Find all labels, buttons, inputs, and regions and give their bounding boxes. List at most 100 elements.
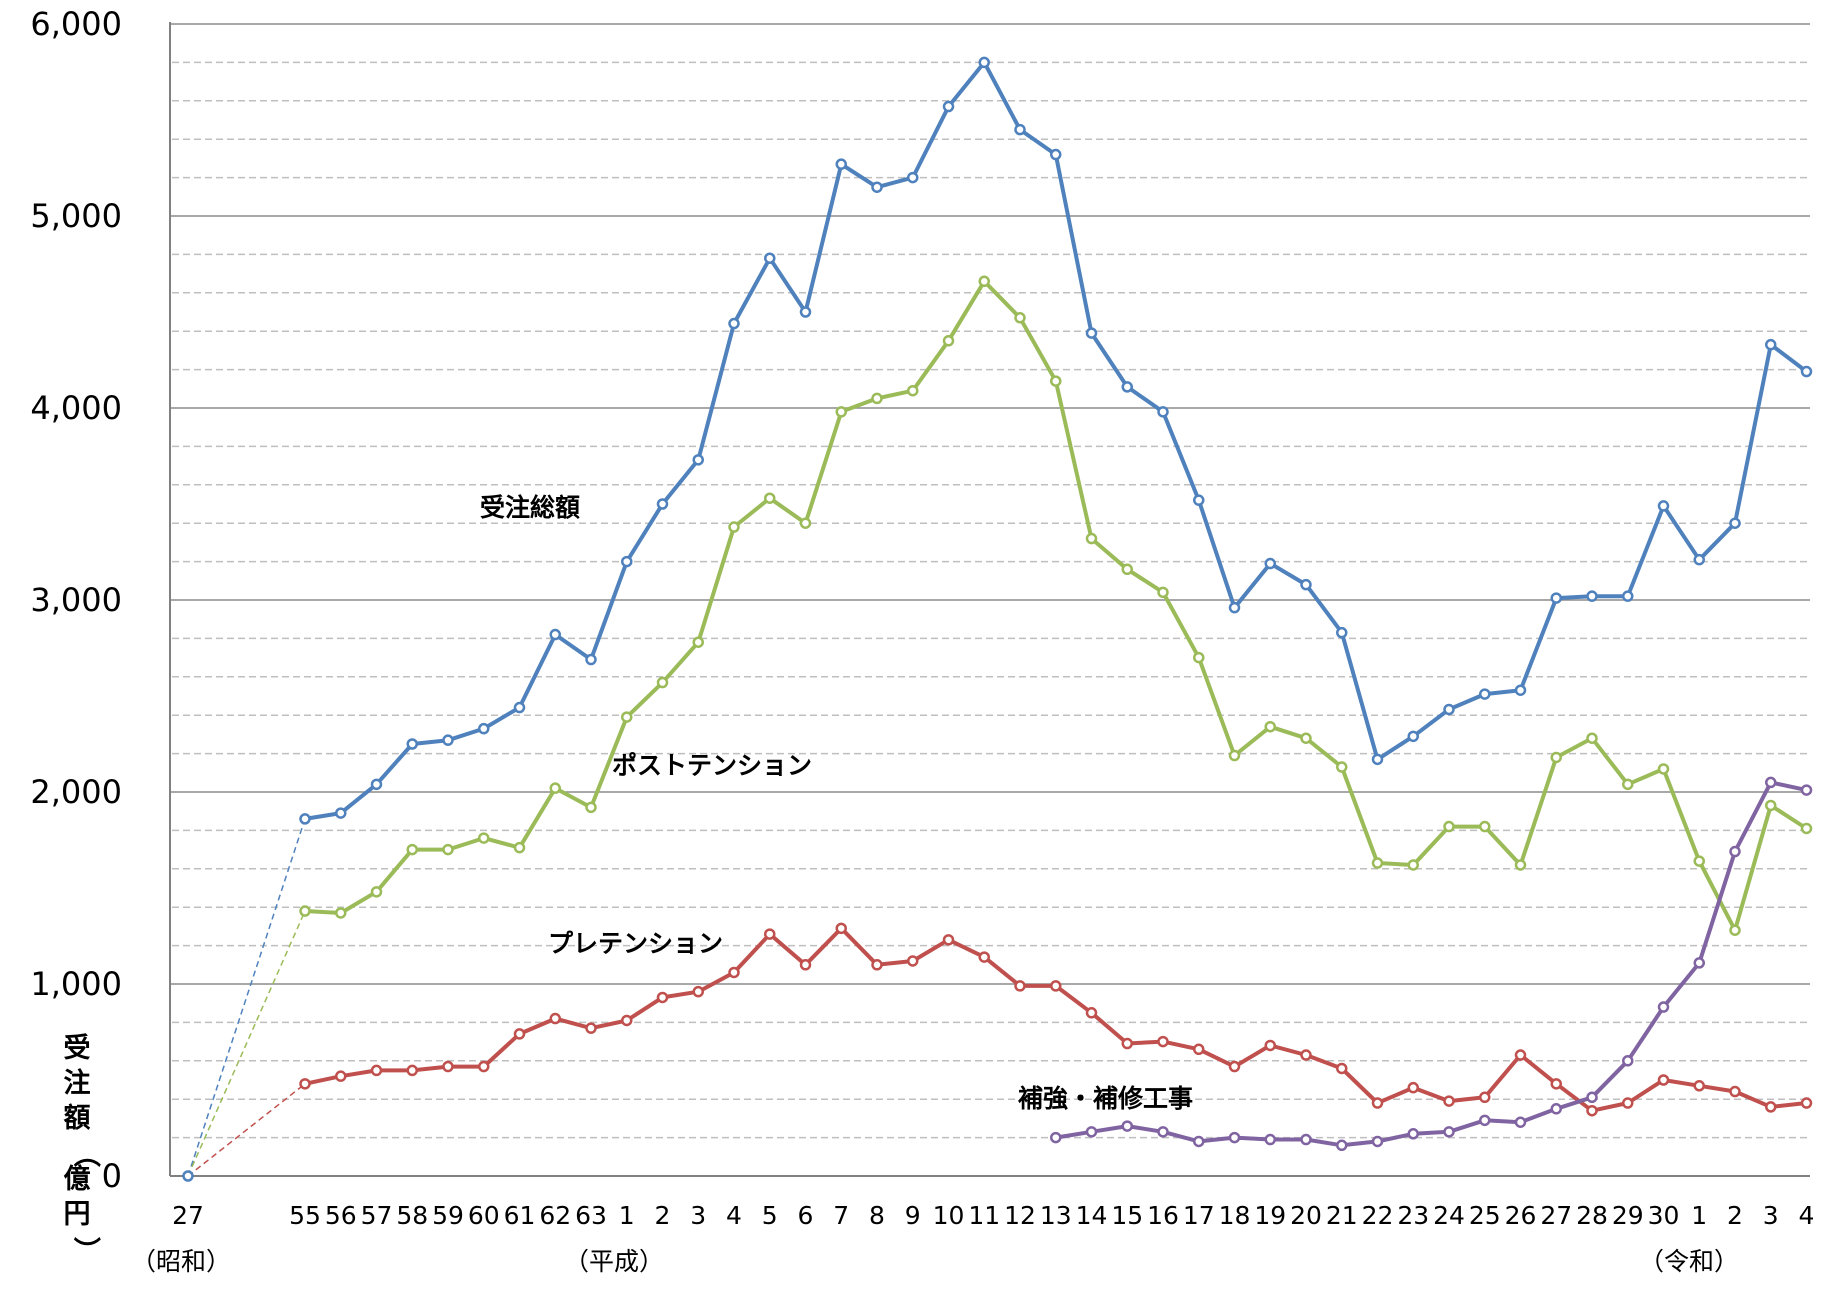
- data-point: [406, 843, 418, 856]
- data-point: [1514, 1049, 1527, 1061]
- data-point: [1800, 822, 1813, 835]
- data-point: [1085, 1007, 1098, 1019]
- era-label: （昭和）: [131, 1247, 231, 1276]
- x-tick-label: 4: [726, 1201, 742, 1230]
- x-tick-labels: 27 55 56 57 58 59 60 61 62 63 1 2 3 4 5 6 7 8 9 10 11 12 13 14 1…: [172, 1201, 1814, 1230]
- x-tick-label: 16: [1147, 1201, 1179, 1230]
- x-tick-label: 22: [1362, 1201, 1394, 1230]
- data-point: [442, 843, 454, 856]
- data-point: [978, 951, 990, 963]
- data-point: [1622, 778, 1634, 791]
- data-point: [478, 1060, 490, 1073]
- data-point: [299, 1078, 311, 1090]
- x-tick-label: 23: [1397, 1201, 1429, 1230]
- data-point: [1228, 601, 1241, 614]
- x-tick-label: 6: [798, 1201, 814, 1230]
- data-point: [1586, 1091, 1598, 1104]
- data-point: [335, 907, 347, 919]
- data-point: [871, 959, 883, 971]
- data-point: [1157, 586, 1169, 599]
- data-point: [1514, 1116, 1527, 1128]
- data-point: [871, 392, 883, 405]
- x-tick-label: 25: [1469, 1201, 1501, 1230]
- data-point: [513, 1028, 526, 1040]
- data-point: [1729, 517, 1741, 529]
- data-point: [513, 701, 526, 714]
- data-point: [1800, 365, 1813, 378]
- series-lines: [182, 56, 1813, 1182]
- data-point: [1657, 1074, 1670, 1086]
- data-point: [764, 928, 776, 940]
- x-tick-label: 58: [396, 1201, 428, 1230]
- x-tick-label: 57: [361, 1201, 393, 1230]
- x-tick-label: 59: [432, 1201, 464, 1230]
- series-label: ポストテンション: [612, 751, 812, 780]
- x-tick-label: 26: [1505, 1201, 1537, 1230]
- data-point: [585, 801, 597, 814]
- data-point: [1050, 980, 1062, 992]
- series-label: 補強・補修工事: [1017, 1084, 1193, 1113]
- data-point: [728, 966, 740, 979]
- data-point: [1800, 1097, 1813, 1109]
- data-point: [1407, 1081, 1419, 1094]
- data-point: [1371, 857, 1384, 869]
- y-tick-label: 2,000: [30, 773, 122, 811]
- data-point: [835, 406, 847, 418]
- dashed-connector: [187, 910, 306, 1177]
- data-point: [1550, 1078, 1562, 1090]
- data-point: [585, 653, 597, 666]
- data-point: [1264, 557, 1276, 570]
- x-tick-label: 3: [1763, 1201, 1779, 1230]
- data-point: [1193, 1043, 1205, 1056]
- data-point: [1157, 406, 1169, 418]
- dashed-connector: [187, 818, 306, 1177]
- data-point: [1479, 1114, 1491, 1127]
- data-point: [1550, 751, 1562, 764]
- era-label: （令和）: [1639, 1247, 1739, 1276]
- x-tick-label: 4: [1799, 1201, 1815, 1230]
- data-point: [335, 1070, 347, 1082]
- data-point: [335, 807, 347, 819]
- data-point: [1228, 749, 1241, 762]
- data-point: [370, 778, 383, 791]
- y-tick-label: 0: [102, 1157, 122, 1195]
- data-point: [1336, 1062, 1348, 1075]
- x-tick-label: 24: [1433, 1201, 1465, 1230]
- data-point: [621, 555, 633, 568]
- x-tick-label: 56: [325, 1201, 357, 1230]
- data-point: [978, 275, 990, 288]
- data-point: [1657, 763, 1670, 775]
- data-point: [907, 384, 919, 397]
- data-point: [1586, 590, 1598, 602]
- x-tick-label: 10: [933, 1201, 965, 1230]
- data-point: [1371, 1097, 1384, 1109]
- era-labels: （昭和） （平成） （令和）: [131, 1247, 1739, 1276]
- data-point: [370, 1064, 383, 1077]
- data-point: [692, 636, 704, 648]
- y-tick-labels: 0 1,000 2,000 3,000 4,000 5,000 6,000: [30, 5, 122, 1195]
- data-point: [1407, 730, 1419, 743]
- x-tick-label: 63: [575, 1201, 607, 1230]
- data-point: [1443, 1095, 1455, 1107]
- data-point: [656, 676, 669, 689]
- origin-point: [182, 1170, 194, 1182]
- x-tick-label: 30: [1648, 1201, 1680, 1230]
- data-point: [1407, 859, 1419, 871]
- data-point: [549, 1012, 561, 1025]
- data-point: [656, 991, 669, 1004]
- y-axis-label: 受注額 （億円 ）: [64, 1032, 102, 1264]
- x-tick-label: 1: [1691, 1201, 1707, 1230]
- x-tick-label: 28: [1576, 1201, 1608, 1230]
- x-tick-label: 14: [1076, 1201, 1108, 1230]
- data-point: [1264, 1039, 1276, 1052]
- data-point: [1693, 855, 1705, 867]
- data-point: [442, 734, 454, 746]
- y-tick-label: 5,000: [30, 197, 122, 235]
- data-point: [1050, 375, 1062, 387]
- data-point: [1157, 1035, 1169, 1048]
- data-point: [1657, 500, 1670, 512]
- data-point: [1765, 776, 1777, 789]
- data-point: [1228, 1060, 1241, 1073]
- data-point: [1622, 1055, 1634, 1067]
